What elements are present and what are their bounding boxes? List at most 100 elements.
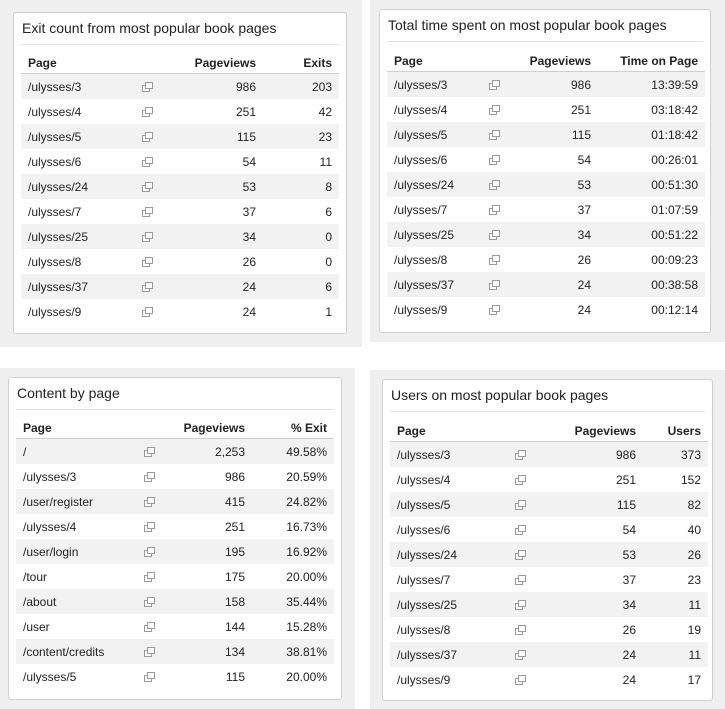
column-header-page[interactable]: Page — [387, 51, 474, 72]
page-path-link[interactable]: /ulysses/25 — [390, 592, 505, 617]
external-link-icon[interactable] — [141, 307, 153, 318]
page-path-link[interactable]: /ulysses/7 — [397, 572, 451, 587]
external-link-icon[interactable] — [143, 647, 155, 658]
page-path-link[interactable]: /ulysses/5 — [390, 492, 505, 517]
page-path-link[interactable]: /ulysses/3 — [21, 73, 133, 99]
external-link-icon[interactable] — [141, 157, 153, 168]
page-path-link[interactable]: /user/login — [16, 539, 134, 564]
external-link-icon[interactable] — [514, 550, 526, 561]
metric-value: 20.59% — [286, 469, 327, 484]
external-link-icon[interactable] — [514, 475, 526, 486]
page-path-link[interactable]: /content/credits — [16, 639, 134, 664]
title-divider — [387, 41, 703, 42]
page-path-link[interactable]: /ulysses/4 — [28, 104, 82, 119]
external-link-icon[interactable] — [143, 672, 155, 683]
external-link-icon[interactable] — [143, 522, 155, 533]
page-path-link[interactable]: /ulysses/6 — [397, 522, 451, 537]
external-link-icon[interactable] — [143, 547, 155, 558]
page-path-link[interactable]: /ulysses/24 — [390, 542, 505, 567]
external-link-icon[interactable] — [514, 575, 526, 586]
external-link-icon[interactable] — [488, 130, 500, 141]
external-link-icon[interactable] — [141, 82, 153, 93]
column-header-exits[interactable]: Exits — [263, 53, 339, 74]
external-link-icon[interactable] — [514, 625, 526, 636]
page-path-link[interactable]: /ulysses/5 — [387, 122, 474, 147]
external-link-icon[interactable] — [488, 305, 500, 316]
page-path-link[interactable]: /ulysses/25 — [21, 224, 133, 249]
external-link-icon[interactable] — [514, 650, 526, 661]
time-on-page-table: Page Pageviews Time on Page /ulysses/3 98… — [387, 51, 705, 322]
page-path-link[interactable]: /ulysses/8 — [28, 254, 82, 269]
external-link-icon[interactable] — [514, 500, 526, 511]
external-link-icon[interactable] — [488, 80, 500, 91]
external-link-icon[interactable] — [488, 280, 500, 291]
column-header-pageviews[interactable]: Pageviews — [514, 51, 598, 72]
page-path-link[interactable]: /ulysses/6 — [394, 152, 448, 167]
external-link-icon[interactable] — [141, 257, 153, 268]
column-header-page[interactable]: Page — [21, 53, 133, 74]
metric-value: 11 — [319, 154, 332, 169]
pageviews-value: 26 — [577, 252, 591, 267]
external-link-icon[interactable] — [143, 447, 155, 458]
page-path-link[interactable]: / — [16, 438, 134, 464]
external-link-icon[interactable] — [488, 230, 500, 241]
column-header-pageviews[interactable]: Pageviews — [535, 421, 643, 442]
external-link-icon[interactable] — [143, 622, 155, 633]
external-link-icon[interactable] — [143, 597, 155, 608]
external-link-icon[interactable] — [514, 525, 526, 536]
external-link-icon[interactable] — [488, 155, 500, 166]
external-link-icon[interactable] — [143, 497, 155, 508]
external-link-icon[interactable] — [488, 205, 500, 216]
page-path-link[interactable]: /ulysses/37 — [387, 272, 474, 297]
page-path-link[interactable]: /ulysses/4 — [23, 519, 77, 534]
external-link-icon[interactable] — [143, 472, 155, 483]
external-link-icon[interactable] — [141, 107, 153, 118]
page-path-link[interactable]: /ulysses/8 — [397, 622, 451, 637]
column-header-time-on-page[interactable]: Time on Page — [598, 51, 705, 72]
page-path-link[interactable]: /ulysses/5 — [21, 124, 133, 149]
column-header-pageviews[interactable]: Pageviews — [164, 418, 252, 439]
external-link-icon[interactable] — [514, 675, 526, 686]
page-path-link[interactable]: /user/register — [16, 489, 134, 514]
page-path-link[interactable]: /ulysses/25 — [387, 222, 474, 247]
column-header-page[interactable]: Page — [390, 421, 505, 442]
external-link-icon[interactable] — [141, 232, 153, 243]
external-link-icon[interactable] — [143, 572, 155, 583]
page-path-link[interactable]: /ulysses/24 — [387, 172, 474, 197]
page-path-link[interactable]: /ulysses/9 — [397, 672, 451, 687]
page-path-link[interactable]: /ulysses/5 — [23, 669, 77, 684]
column-header-pageviews[interactable]: Pageviews — [161, 53, 263, 74]
page-path-link[interactable]: /ulysses/4 — [394, 102, 448, 117]
external-link-icon[interactable] — [141, 207, 153, 218]
external-link-icon[interactable] — [141, 132, 153, 143]
page-path-link[interactable]: /ulysses/7 — [394, 202, 448, 217]
page-path-link[interactable]: /ulysses/3 — [23, 469, 77, 484]
page-path-link[interactable]: /ulysses/8 — [394, 252, 448, 267]
open-page-cell — [133, 224, 161, 249]
page-path-link[interactable]: /tour — [23, 569, 48, 584]
column-header-percent-exit[interactable]: % Exit — [252, 418, 334, 439]
external-link-icon[interactable] — [488, 180, 500, 191]
external-link-icon[interactable] — [141, 182, 153, 193]
page-path-link[interactable]: /ulysses/24 — [21, 174, 133, 199]
external-link-icon[interactable] — [141, 282, 153, 293]
external-link-icon[interactable] — [488, 105, 500, 116]
page-path-link[interactable]: /about — [16, 589, 134, 614]
page-path-link[interactable]: /ulysses/9 — [28, 304, 82, 319]
page-path-link[interactable]: /ulysses/37 — [21, 274, 133, 299]
page-path-link[interactable]: /ulysses/7 — [28, 204, 82, 219]
open-page-cell — [505, 667, 535, 692]
page-path-link[interactable]: /ulysses/37 — [390, 642, 505, 667]
page-path-link[interactable]: /ulysses/4 — [397, 472, 451, 487]
external-link-icon[interactable] — [514, 600, 526, 611]
column-header-users[interactable]: Users — [643, 421, 708, 442]
column-header-page[interactable]: Page — [16, 418, 134, 439]
page-path-link[interactable]: /user — [23, 619, 50, 634]
metric-value: 00:09:23 — [651, 252, 698, 267]
external-link-icon[interactable] — [514, 450, 526, 461]
page-path-link[interactable]: /ulysses/9 — [394, 302, 448, 317]
page-path-link[interactable]: /ulysses/3 — [390, 441, 505, 467]
page-path-link[interactable]: /ulysses/6 — [28, 154, 82, 169]
page-path-link[interactable]: /ulysses/3 — [387, 71, 474, 97]
external-link-icon[interactable] — [488, 255, 500, 266]
